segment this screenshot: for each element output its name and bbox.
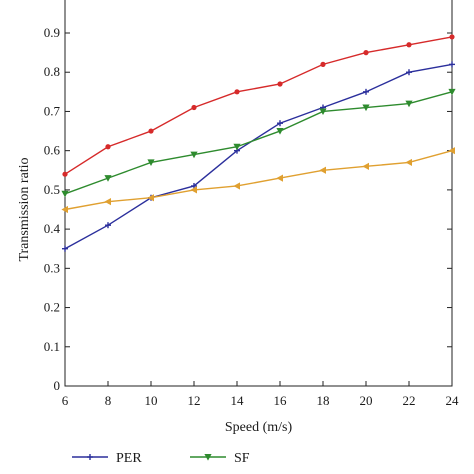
data-point	[105, 144, 111, 150]
series-per	[62, 61, 455, 252]
legend-marker	[204, 454, 212, 461]
x-tick-label: 24	[446, 393, 460, 408]
data-point	[406, 69, 412, 76]
data-point	[234, 89, 240, 95]
y-tick-label: 0.3	[44, 260, 60, 275]
data-point	[190, 151, 198, 159]
x-tick-label: 10	[145, 393, 158, 408]
data-point	[276, 174, 283, 182]
x-tick-label: 16	[274, 393, 288, 408]
x-tick-label: 8	[105, 393, 112, 408]
y-tick-label: 0.1	[44, 339, 60, 354]
data-point	[405, 158, 412, 167]
x-tick-label: 6	[62, 393, 69, 408]
data-point	[62, 171, 68, 177]
plot-frame	[64, 0, 453, 387]
data-point	[449, 61, 455, 68]
legend: PER SF	[72, 451, 250, 466]
data-point	[276, 128, 284, 135]
series-line	[64, 149, 453, 211]
legend-entry: PER	[72, 451, 142, 466]
data-point	[362, 162, 369, 170]
data-point	[405, 100, 413, 108]
y-axis-title: Transmission ratio	[17, 157, 32, 261]
data-point	[448, 147, 455, 155]
legend-entry: SF	[190, 451, 250, 466]
data-point	[148, 128, 154, 134]
y-tick-label: 0.8	[44, 64, 60, 79]
y-tick-label: 0.9	[44, 25, 60, 40]
data-point	[147, 159, 155, 167]
data-point	[319, 108, 327, 116]
legend-label: SF	[234, 451, 250, 466]
legend-marker	[87, 454, 93, 460]
x-tick-label: 20	[360, 393, 373, 408]
x-tick-label: 14	[231, 393, 245, 408]
x-tick-label: 12	[188, 393, 201, 408]
y-tick-label: 0.2	[44, 300, 60, 315]
x-axis-title: Speed (m/s)	[225, 420, 293, 435]
data-point	[362, 104, 370, 112]
x-tick-label: 22	[403, 393, 416, 408]
data-point	[277, 120, 283, 127]
data-point	[104, 198, 111, 206]
data-point	[147, 194, 154, 202]
data-point	[104, 175, 112, 182]
series-3	[62, 34, 455, 177]
data-point	[449, 34, 455, 40]
data-point	[190, 186, 197, 194]
data-point	[105, 222, 111, 229]
data-point	[363, 88, 369, 95]
data-point	[363, 50, 369, 56]
data-point	[319, 166, 326, 174]
data-point	[233, 182, 240, 190]
data-point	[448, 88, 456, 96]
data-point	[277, 81, 283, 87]
series-layer	[61, 34, 456, 252]
data-point	[62, 245, 68, 252]
data-point	[191, 104, 197, 111]
data-point	[320, 61, 326, 67]
y-tick-label: 0	[54, 378, 61, 393]
x-tick-label: 18	[317, 393, 330, 408]
series-4	[61, 147, 455, 214]
y-tick-label: 0.4	[44, 221, 61, 236]
y-tick-label: 0.7	[44, 103, 61, 118]
series-line	[64, 91, 453, 195]
legend-label: PER	[116, 451, 142, 466]
data-point	[61, 205, 68, 214]
series-sf	[61, 88, 456, 198]
axes: 0 0.1 0.2 0.3 0.4 0.5 0.6 0.7 0.8 0.9 6 8 10 12 14 16 18…	[44, 0, 459, 408]
series-line	[64, 36, 453, 175]
data-point	[406, 42, 412, 48]
y-tick-label: 0.6	[44, 143, 61, 158]
data-point	[233, 143, 241, 151]
series-line	[64, 63, 453, 250]
y-tick-label: 0.5	[44, 182, 60, 197]
data-point	[61, 190, 69, 198]
